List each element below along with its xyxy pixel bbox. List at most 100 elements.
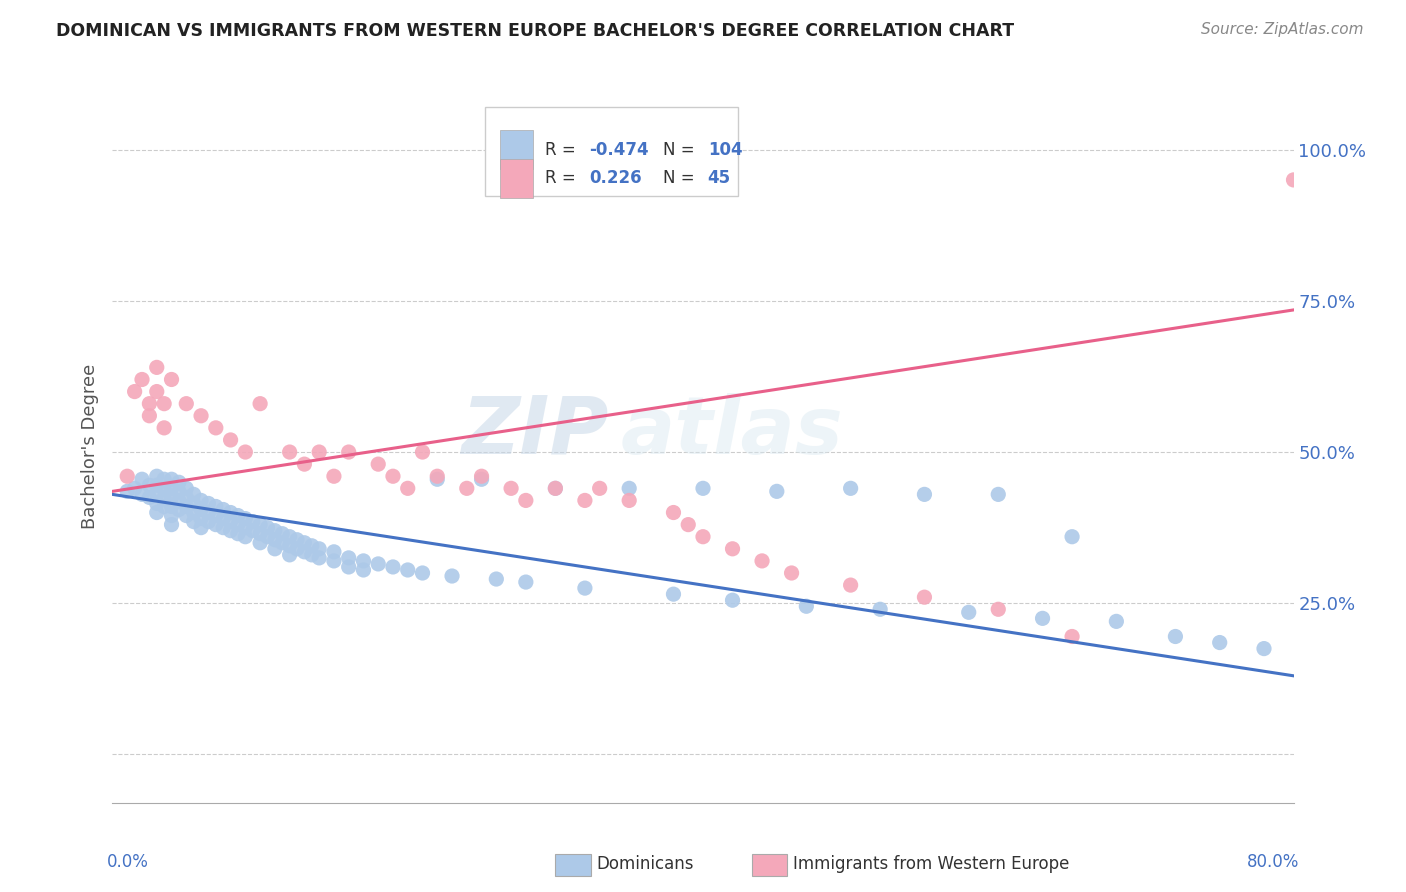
Point [619,154,641,169]
Point [160,372,183,386]
Point [301,539,323,553]
Point [278,445,301,459]
Point [138,397,160,411]
Text: DOMINICAN VS IMMIGRANTS FROM WESTERN EUROPE BACHELOR'S DEGREE CORRELATION CHART: DOMINICAN VS IMMIGRANTS FROM WESTERN EUR… [56,22,1014,40]
Point [146,496,169,510]
Point [264,524,287,538]
Point [515,493,537,508]
Point [308,550,330,565]
Point [1282,173,1305,187]
Point [249,397,271,411]
Point [426,469,449,483]
Point [249,517,271,532]
Point [544,481,567,495]
Point [278,548,301,562]
Point [219,506,242,520]
Point [308,445,330,459]
Point [751,554,773,568]
Point [337,560,360,574]
Point [146,506,169,520]
Text: Dominicans: Dominicans [596,855,693,873]
Point [396,563,419,577]
Point [662,506,685,520]
Point [153,421,176,435]
Point [301,548,323,562]
Text: ZIP: ZIP [461,392,609,471]
Point [124,384,146,399]
Point [278,539,301,553]
FancyBboxPatch shape [485,107,738,196]
Point [456,481,478,495]
Point [160,500,183,514]
Point [219,433,242,447]
Text: atlas: atlas [620,392,844,471]
Point [174,491,197,505]
Point [796,599,818,614]
Point [515,575,537,590]
Point [153,397,176,411]
Point [766,484,789,499]
Point [160,481,183,495]
Point [205,517,228,532]
Point [131,487,153,501]
Point [574,581,596,595]
Point [574,493,596,508]
Point [146,384,169,399]
Point [219,524,242,538]
Text: Immigrants from Western Europe: Immigrants from Western Europe [793,855,1070,873]
Point [396,481,419,495]
Point [233,530,256,544]
Point [470,469,494,483]
Point [160,517,183,532]
Point [382,469,405,483]
Point [411,566,433,580]
Point [411,445,433,459]
Point [131,472,153,486]
Point [153,500,176,514]
Point [174,500,197,514]
Point [914,487,936,501]
Point [869,602,891,616]
Point [264,541,287,556]
Point [233,445,256,459]
Point [1208,635,1232,649]
Point [242,515,264,529]
Point [285,541,308,556]
Point [212,521,235,535]
Point [292,535,315,549]
Point [1062,530,1084,544]
Y-axis label: Bachelor's Degree: Bachelor's Degree [80,363,98,529]
Text: -0.474: -0.474 [589,141,650,159]
Point [426,472,449,486]
Point [190,502,212,516]
Point [367,557,389,571]
Point [212,502,235,516]
Point [780,566,803,580]
Point [382,560,405,574]
Point [146,478,169,492]
Point [197,515,219,529]
Point [160,491,183,505]
Point [1032,611,1054,625]
Point [167,493,190,508]
Point [219,515,242,529]
Point [205,500,228,514]
Point [1105,615,1128,629]
Point [167,484,190,499]
Point [470,472,494,486]
Point [153,472,176,486]
Text: 80.0%: 80.0% [1247,853,1299,871]
Point [271,535,294,549]
Point [692,530,714,544]
Point [226,526,249,541]
Point [441,569,464,583]
Point [131,372,153,386]
Point [153,491,176,505]
Bar [501,130,533,169]
Point [914,590,936,604]
Point [174,481,197,495]
Point [212,511,235,525]
Point [233,511,256,525]
Point [249,526,271,541]
Point [153,481,176,495]
